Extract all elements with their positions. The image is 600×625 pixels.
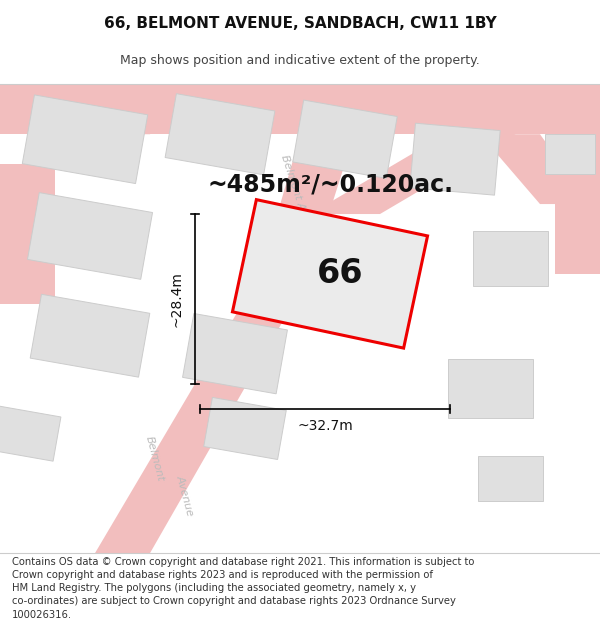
Polygon shape: [545, 134, 595, 174]
Text: ~485m²/~0.120ac.: ~485m²/~0.120ac.: [207, 172, 453, 196]
Polygon shape: [165, 94, 275, 175]
Text: ~32.7m: ~32.7m: [297, 419, 353, 434]
Polygon shape: [0, 94, 150, 184]
Text: ~28.4m: ~28.4m: [170, 271, 184, 327]
Text: Contains OS data © Crown copyright and database right 2021. This information is : Contains OS data © Crown copyright and d…: [12, 557, 475, 619]
Polygon shape: [0, 406, 61, 461]
Text: 66: 66: [317, 258, 363, 291]
Polygon shape: [22, 95, 148, 184]
Polygon shape: [480, 134, 590, 204]
Polygon shape: [478, 456, 542, 501]
Polygon shape: [30, 294, 150, 377]
Text: Map shows position and indicative extent of the property.: Map shows position and indicative extent…: [120, 54, 480, 68]
Polygon shape: [204, 398, 286, 459]
Text: Belmont Avenue: Belmont Avenue: [279, 154, 317, 244]
Polygon shape: [260, 84, 370, 274]
Polygon shape: [293, 100, 397, 178]
Text: Avenue: Avenue: [175, 474, 195, 517]
Polygon shape: [182, 314, 287, 394]
Polygon shape: [473, 231, 548, 286]
Polygon shape: [310, 84, 600, 214]
Polygon shape: [28, 192, 152, 279]
Text: Belmont: Belmont: [144, 434, 166, 482]
Polygon shape: [0, 164, 55, 304]
Text: 66, BELMONT AVENUE, SANDBACH, CW11 1BY: 66, BELMONT AVENUE, SANDBACH, CW11 1BY: [104, 16, 496, 31]
Polygon shape: [232, 199, 428, 348]
Polygon shape: [90, 84, 200, 134]
Polygon shape: [448, 359, 533, 419]
Polygon shape: [555, 134, 600, 274]
Polygon shape: [95, 274, 310, 553]
Polygon shape: [0, 84, 600, 134]
Polygon shape: [410, 123, 500, 195]
